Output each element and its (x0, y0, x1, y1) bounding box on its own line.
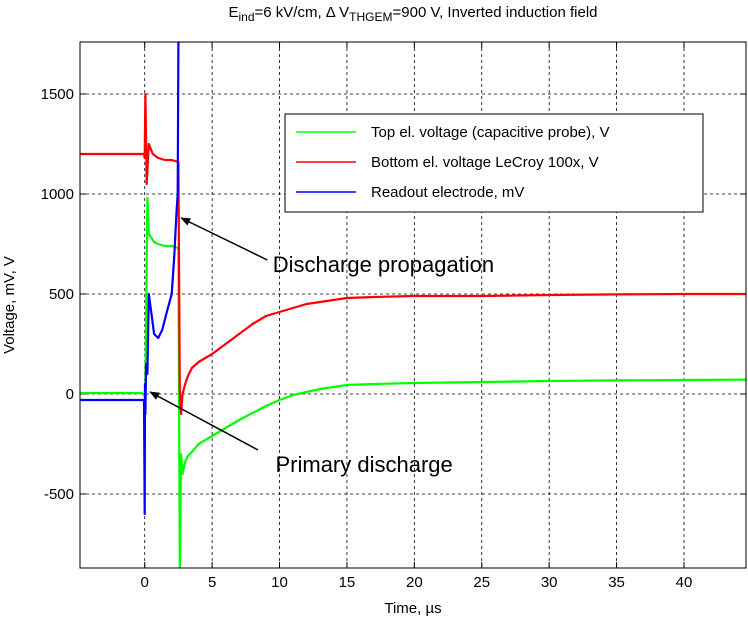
x-tick-label: 15 (339, 574, 356, 591)
x-tick-label: 25 (473, 574, 490, 591)
plot-frame (79, 41, 747, 569)
x-axis-label: Time, µs (384, 600, 441, 617)
title-e-sub: ind (239, 10, 255, 24)
x-tick-label: 5 (208, 574, 216, 591)
ticks (80, 42, 746, 568)
annotations: Discharge propagation Primary discharge (149, 217, 494, 477)
legend-label-2: Readout electrode, mV (371, 184, 524, 201)
annotation-label-1: Primary discharge (275, 452, 452, 477)
title-v-sub: THGEM (349, 10, 392, 24)
y-tick-label: 1000 (41, 186, 74, 203)
y-tick-label: 1500 (41, 86, 74, 103)
x-tick-label: 30 (541, 574, 558, 591)
series-line-2 (80, 42, 181, 516)
title-e-rest: =6 kV/cm, Δ V (255, 4, 350, 21)
title-e-main: E (228, 4, 238, 21)
legend-label-1: Bottom el. voltage LeCroy 100x, V (371, 154, 599, 171)
x-tick-label: 0 (141, 574, 149, 591)
title-v-rest: =900 V, Inverted induction field (393, 4, 598, 21)
x-tick-label: 40 (676, 574, 693, 591)
series-group (80, 42, 746, 568)
annotation-arrow-0 (180, 217, 268, 261)
y-axis-label: Voltage, mV, V (1, 256, 18, 354)
legend-label-0: Top el. voltage (capacitive probe), V (371, 124, 609, 141)
legend-box (284, 113, 704, 213)
series-line-1 (80, 92, 746, 416)
y-tick-label: 500 (49, 286, 74, 303)
y-tick-label: 0 (66, 386, 74, 403)
x-tick-labels: 0 5 10 15 20 25 30 35 40 (141, 574, 693, 591)
x-tick-label: 35 (608, 574, 625, 591)
chart-title: Eind=6 kV/cm, Δ VTHGEM=900 V, Inverted i… (228, 4, 597, 24)
x-tick-label: 20 (406, 574, 423, 591)
x-tick-label: 10 (271, 574, 288, 591)
legend: Top el. voltage (capacitive probe), V Bot… (284, 113, 704, 213)
annotation-arrow-1 (149, 391, 259, 451)
y-tick-label: -500 (44, 486, 74, 503)
series-line-0 (80, 196, 746, 568)
y-tick-labels: -500 0 500 1000 1500 (41, 86, 74, 503)
annotation-label-0: Discharge propagation (273, 252, 494, 277)
